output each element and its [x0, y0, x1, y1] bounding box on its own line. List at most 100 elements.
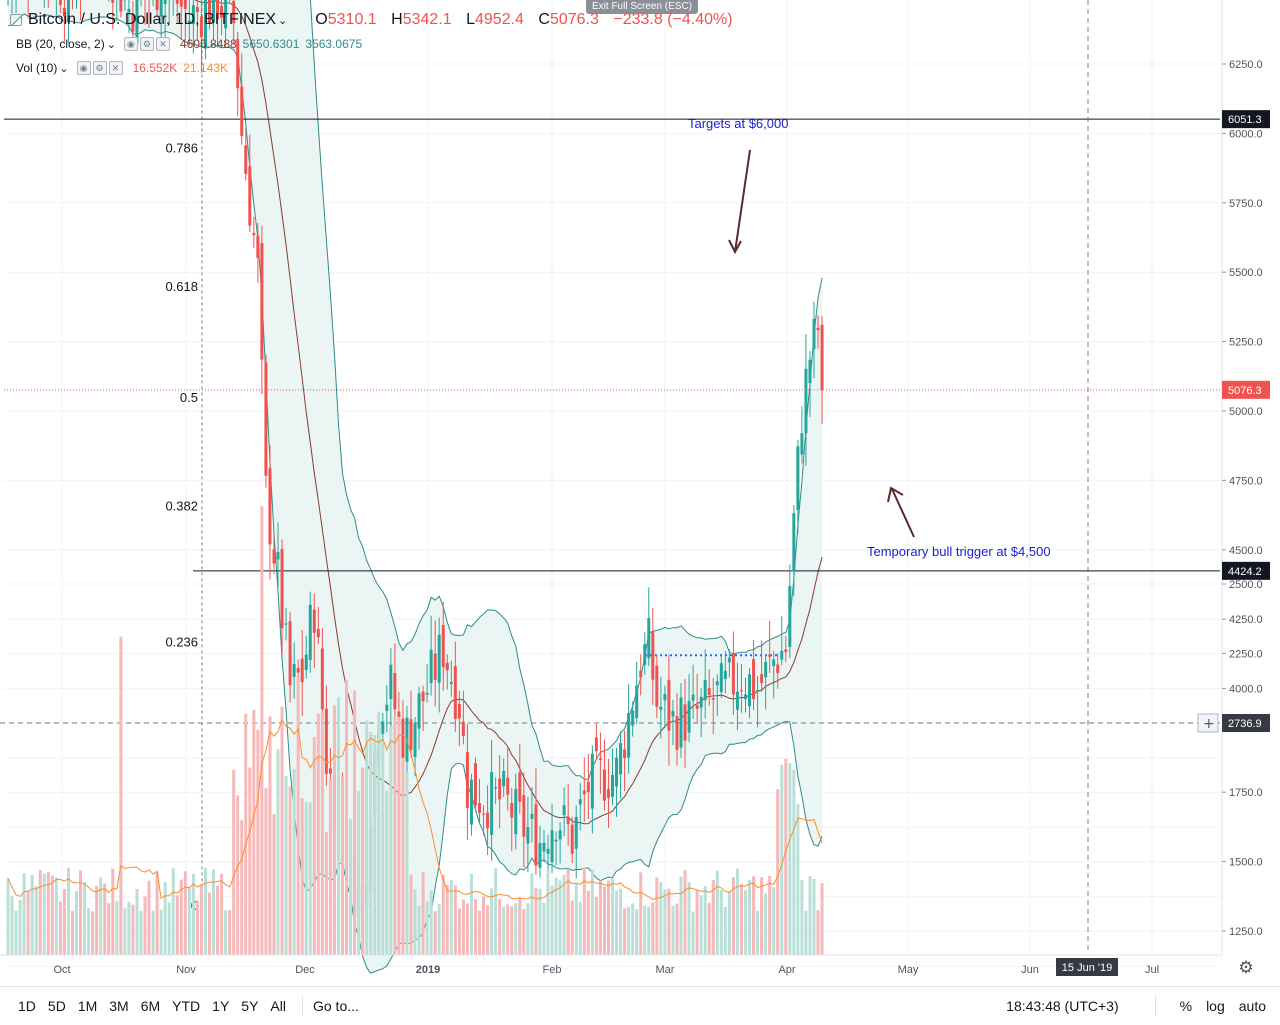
volume-bar — [808, 876, 811, 955]
price-tick-label: 6250.0 — [1229, 59, 1263, 71]
goto-button[interactable]: Go to... — [313, 998, 359, 1014]
symbol-title[interactable]: Bitcoin / U.S. Dollar, 1D, BITFINEX — [28, 11, 276, 29]
volume-bar — [317, 714, 320, 955]
candle-body — [264, 363, 267, 476]
settings-icon[interactable]: ⚙ — [140, 37, 154, 51]
settings-icon[interactable]: ⚙ — [93, 61, 107, 75]
candle-body — [244, 145, 247, 174]
volume-bar — [119, 637, 122, 955]
volume-bar — [752, 876, 755, 955]
timeframe-ytd[interactable]: YTD — [166, 998, 206, 1014]
volume-bar — [623, 908, 626, 955]
candle-body — [389, 665, 392, 699]
close-value: 5076.3 — [550, 11, 599, 28]
volume-bar — [813, 879, 816, 955]
candle-body — [599, 758, 602, 760]
volume-bar — [454, 885, 457, 955]
auto-scale-toggle[interactable]: auto — [1239, 998, 1266, 1014]
vol-indicator-name[interactable]: Vol (10) — [16, 61, 57, 75]
volume-bar — [631, 903, 634, 955]
candle-body — [563, 805, 566, 815]
timeframe-all[interactable]: All — [264, 998, 292, 1014]
candle-body — [462, 722, 465, 736]
volume-bar — [603, 887, 606, 955]
candle-body — [647, 618, 650, 658]
volume-bar — [309, 802, 312, 955]
candle-body — [575, 817, 578, 849]
candle-body — [526, 827, 529, 844]
volume-bar — [95, 886, 98, 955]
candle-body — [268, 468, 271, 544]
volume-bar — [506, 905, 509, 955]
candle-body — [579, 799, 582, 804]
timeframe-1d[interactable]: 1D — [12, 998, 42, 1014]
chevron-down-icon[interactable]: ⌄ — [59, 62, 68, 75]
timeframe-5y[interactable]: 5Y — [235, 998, 264, 1014]
collapse-legend-button[interactable] — [10, 14, 22, 26]
candle-body — [696, 705, 699, 709]
volume-bar — [438, 904, 441, 955]
candle-body — [772, 660, 775, 666]
volume-bar — [724, 907, 727, 955]
volume-bar — [611, 878, 614, 955]
volume-bar — [87, 908, 90, 955]
eye-icon[interactable]: ◉ — [77, 61, 91, 75]
volume-bar — [599, 880, 602, 955]
bb-lower-value: 3563.0675 — [305, 37, 362, 51]
volume-bar — [192, 874, 195, 955]
volume-bar — [607, 880, 610, 955]
candle-body — [510, 803, 513, 818]
time-tick-label: Dec — [295, 964, 315, 976]
close-icon[interactable]: ✕ — [156, 37, 170, 51]
log-scale-toggle[interactable]: log — [1206, 998, 1225, 1014]
chevron-down-icon[interactable]: ⌄ — [278, 14, 287, 27]
volume-bar — [260, 506, 263, 955]
candle-body — [454, 666, 457, 719]
resistance-price-tag: 6051.3 — [1228, 114, 1262, 126]
volume-bar — [277, 749, 280, 955]
close-icon[interactable]: ✕ — [109, 61, 123, 75]
timeframe-1m[interactable]: 1M — [72, 998, 103, 1014]
candle-body — [736, 692, 739, 710]
candle-body — [438, 635, 441, 683]
timeframe-5d[interactable]: 5D — [42, 998, 72, 1014]
candle-body — [393, 673, 396, 709]
volume-bar — [490, 888, 493, 955]
change-value: −233.8 (−4.40%) — [613, 11, 732, 28]
volume-bar — [430, 890, 433, 955]
gear-icon[interactable]: ⚙ — [1236, 958, 1256, 978]
time-tick-label: Nov — [176, 964, 196, 976]
price-tick-label: 4750.0 — [1229, 475, 1263, 487]
vol-legend: Vol (10) ⌄ ◉⚙✕ 16.552K 21.143K — [10, 56, 743, 80]
volume-bar — [486, 905, 489, 955]
bb-indicator-name[interactable]: BB (20, close, 2) — [16, 37, 105, 51]
percent-scale-toggle[interactable]: % — [1180, 998, 1192, 1014]
candle-body — [623, 749, 626, 758]
eye-icon[interactable]: ◉ — [124, 37, 138, 51]
candle-body — [293, 664, 296, 677]
candle-body — [784, 649, 787, 652]
candle-body — [446, 663, 449, 671]
volume-bar — [293, 769, 296, 955]
timeframe-3m[interactable]: 3M — [103, 998, 134, 1014]
volume-bar — [377, 712, 380, 955]
volume-bar — [764, 893, 767, 955]
volume-bar — [325, 832, 328, 955]
candle-body — [732, 654, 735, 695]
clock[interactable]: 18:43:48 (UTC+3) — [1006, 998, 1118, 1014]
candle-body — [744, 694, 747, 699]
volume-bar — [329, 778, 332, 955]
candle-body — [176, 0, 179, 4]
timeframe-1y[interactable]: 1Y — [206, 998, 235, 1014]
volume-bar — [127, 902, 130, 955]
volume-bar — [63, 889, 66, 955]
vol-value: 16.552K — [133, 61, 178, 75]
volume-bar — [268, 716, 271, 955]
timeframe-6m[interactable]: 6M — [135, 998, 166, 1014]
volume-bar — [71, 911, 74, 955]
volume-bar — [671, 906, 674, 955]
volume-bar — [708, 903, 711, 955]
chevron-down-icon[interactable]: ⌄ — [107, 38, 116, 51]
candle-body — [627, 713, 630, 758]
